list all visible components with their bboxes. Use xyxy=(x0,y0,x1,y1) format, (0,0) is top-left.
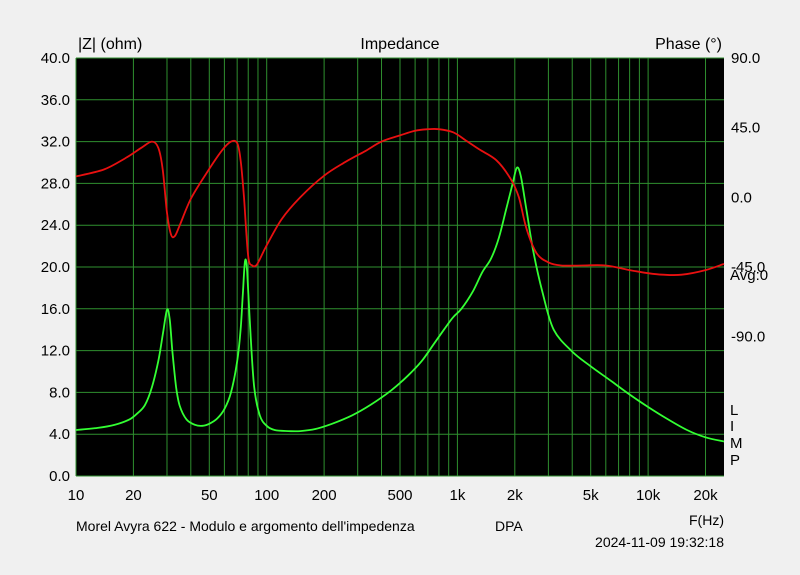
y-left-tick-label-1: 4.0 xyxy=(49,426,70,443)
footer-timestamp: 2024-11-09 19:32:18 xyxy=(595,534,724,550)
axis-labels: 0.0 4.0 8.0 12.0 16.0 20.0 24.0 28.0 32.0 36.0 40.… xyxy=(41,50,765,504)
x-tick-label-5: 500 xyxy=(387,487,412,504)
chart-title: Impedance xyxy=(360,36,439,53)
x-tick-label-0: 10 xyxy=(68,487,85,504)
y-left-tick-label-0: 0.0 xyxy=(49,468,70,485)
y-left-tick-label-5: 20.0 xyxy=(41,259,70,276)
y-left-tick-label-3: 12.0 xyxy=(41,343,70,360)
x-tick-label-1: 20 xyxy=(125,487,142,504)
impedance-curve xyxy=(75,166,725,443)
y-left-tick-label-8: 32.0 xyxy=(41,134,70,151)
x-tick-label-9: 10k xyxy=(636,487,661,504)
limp-letter-l: L xyxy=(730,402,738,419)
x-tick-label-10: 20k xyxy=(693,487,718,504)
limp-letter-m: M xyxy=(730,435,743,452)
phase-curve xyxy=(75,128,725,277)
x-tick-label-4: 200 xyxy=(312,487,337,504)
limp-letter-i: I xyxy=(730,418,734,435)
footer-description: Morel Avyra 622 - Modulo e argomento del… xyxy=(76,518,415,534)
y-left-tick-label-4: 16.0 xyxy=(41,301,70,318)
y-left-tick-label-2: 8.0 xyxy=(49,384,70,401)
x-tick-label-8: 5k xyxy=(583,487,599,504)
y-right-tick-label-1: 45.0 xyxy=(731,120,760,137)
y-right-tick-label-0: 90.0 xyxy=(731,50,760,67)
limp-letter-p: P xyxy=(730,452,740,469)
y-left-tick-label-7: 28.0 xyxy=(41,175,70,192)
y-right-tick-label-2: 0.0 xyxy=(731,189,752,206)
x-tick-label-2: 50 xyxy=(201,487,218,504)
footer-tag: DPA xyxy=(495,518,523,534)
y-right-tick-label-4: -90.0 xyxy=(731,329,765,346)
y-left-tick-label-9: 36.0 xyxy=(41,92,70,109)
x-tick-label-6: 1k xyxy=(449,487,465,504)
avg-readout: Avg:0 xyxy=(730,267,768,284)
y-left-tick-label-10: 40.0 xyxy=(41,50,70,67)
y-right-tick-label-3: -45.0 xyxy=(731,259,765,276)
y-left-tick-label-6: 24.0 xyxy=(41,217,70,234)
x-tick-label-3: 100 xyxy=(254,487,279,504)
y-right-axis-label: Phase (°) xyxy=(655,36,722,53)
y-left-axis-label: |Z| (ohm) xyxy=(78,36,142,53)
series-layer xyxy=(75,128,725,443)
x-tick-label-7: 2k xyxy=(507,487,523,504)
x-axis-label: F(Hz) xyxy=(689,512,724,528)
